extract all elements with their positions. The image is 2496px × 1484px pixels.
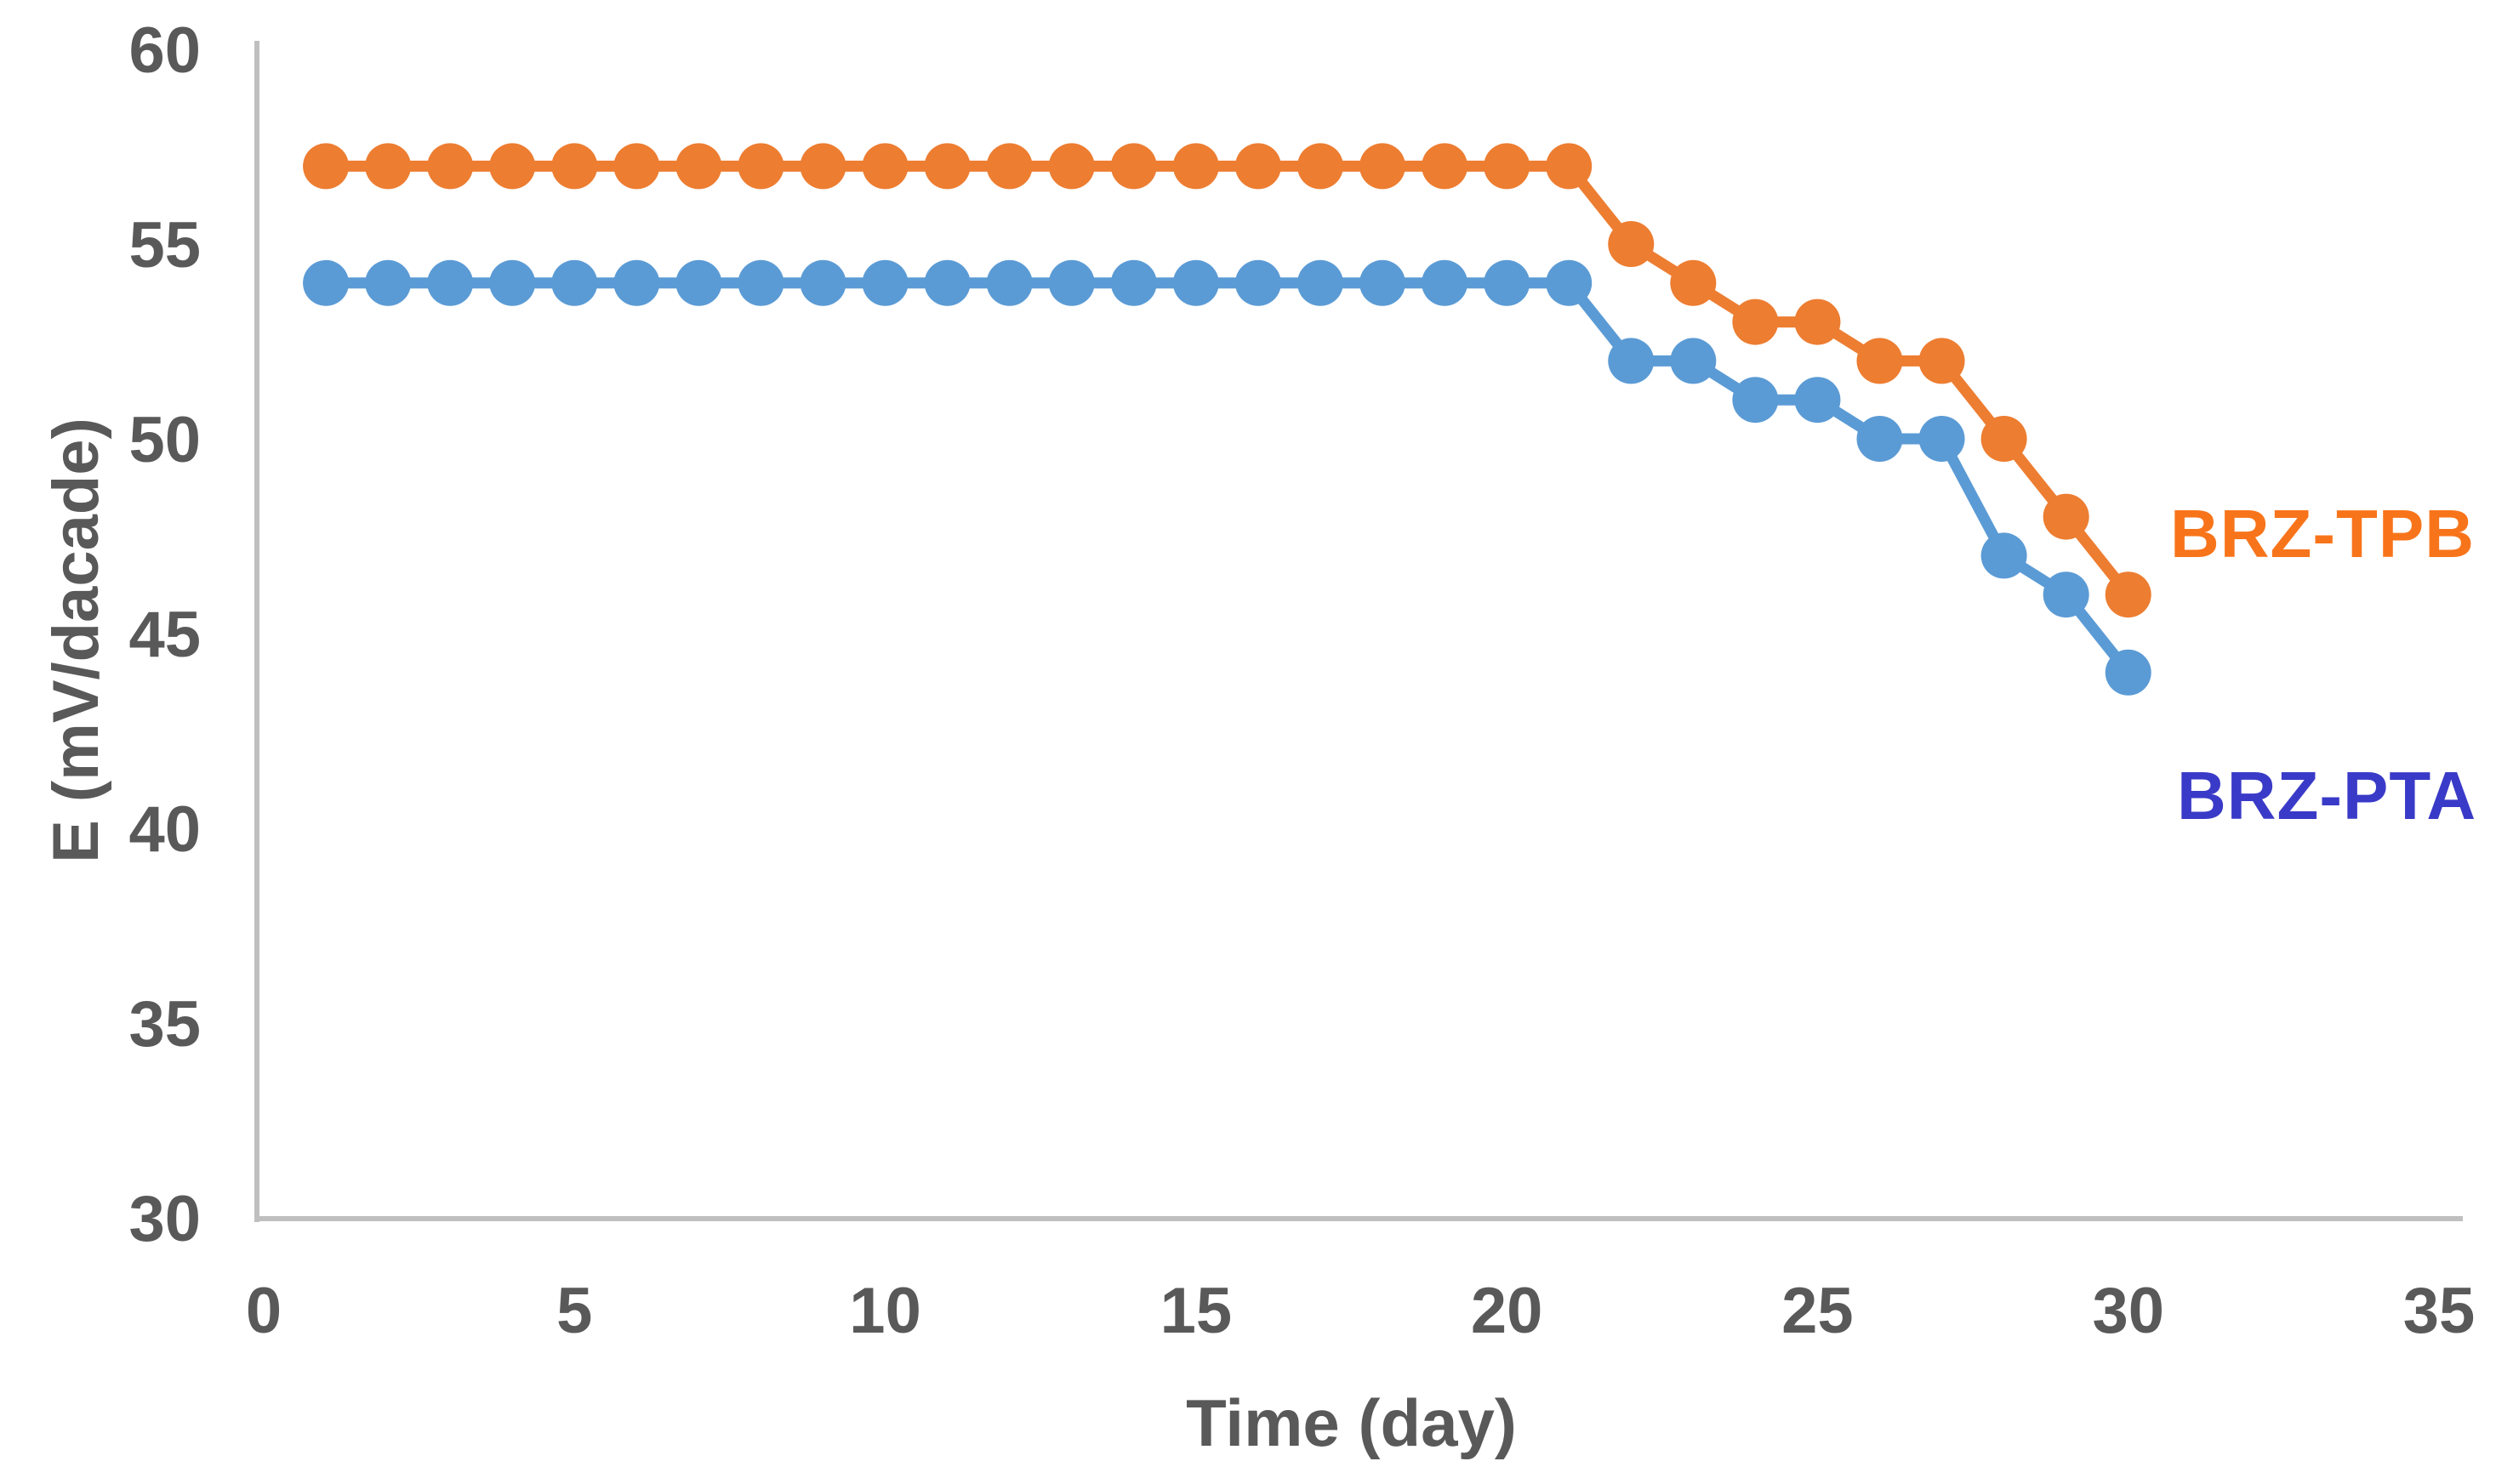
data-point-brz-tpb (1048, 143, 1095, 190)
data-point-brz-tpb (1172, 143, 1219, 190)
y-tick-label: 30 (128, 1183, 201, 1255)
data-point-brz-pta (1918, 416, 1965, 462)
x-tick-label: 10 (849, 1275, 921, 1347)
data-point-brz-pta (1422, 259, 1468, 306)
data-point-brz-tpb (924, 143, 971, 190)
data-point-brz-pta (1296, 259, 1343, 306)
data-point-brz-tpb (1670, 259, 1717, 306)
y-tick-label: 60 (128, 14, 201, 87)
data-point-brz-pta (986, 259, 1033, 306)
data-point-brz-pta (1794, 377, 1841, 424)
data-point-brz-tpb (1856, 338, 1903, 384)
x-tick-label: 25 (1781, 1275, 1854, 1347)
data-point-brz-pta (1856, 416, 1903, 462)
x-tick-label: 15 (1160, 1275, 1233, 1347)
data-point-brz-pta (1172, 259, 1219, 306)
data-point-brz-pta (800, 259, 846, 306)
data-point-brz-tpb (1110, 143, 1157, 190)
data-point-brz-tpb (1422, 143, 1468, 190)
data-point-brz-tpb (427, 143, 474, 190)
x-tick-label: 5 (556, 1275, 592, 1347)
data-point-brz-pta (924, 259, 971, 306)
data-point-brz-tpb (1918, 338, 1965, 384)
data-point-brz-tpb (738, 143, 784, 190)
data-point-brz-tpb (303, 143, 350, 190)
data-point-brz-pta (1359, 259, 1406, 306)
data-point-brz-tpb (489, 143, 536, 190)
series-label-brz-tpb: BRZ-TPB (2170, 496, 2476, 571)
data-point-brz-tpb (551, 143, 598, 190)
data-point-brz-pta (1048, 259, 1095, 306)
data-point-brz-pta (1732, 377, 1779, 424)
data-point-brz-pta (2105, 649, 2151, 696)
data-point-brz-tpb (800, 143, 846, 190)
y-tick-label: 40 (128, 793, 201, 866)
data-point-brz-tpb (2105, 571, 2151, 618)
x-tick-label: 0 (246, 1275, 282, 1347)
data-point-brz-pta (1980, 532, 2027, 579)
data-point-brz-tpb (613, 143, 660, 190)
data-point-brz-tpb (862, 143, 909, 190)
data-point-brz-pta (1670, 338, 1717, 384)
data-point-brz-pta (738, 259, 784, 306)
x-tick-label: 35 (2403, 1275, 2476, 1347)
data-point-brz-tpb (1980, 416, 2027, 462)
x-axis-title: Time (day) (1186, 1385, 1517, 1460)
data-point-brz-tpb (1234, 143, 1281, 190)
data-point-brz-tpb (1359, 143, 1406, 190)
x-tick-label: 30 (2092, 1275, 2164, 1347)
data-point-brz-tpb (2043, 493, 2089, 540)
data-point-brz-pta (365, 259, 412, 306)
data-point-brz-pta (1110, 259, 1157, 306)
y-tick-label: 35 (128, 988, 201, 1060)
data-point-brz-tpb (365, 143, 412, 190)
data-point-brz-pta (427, 259, 474, 306)
x-tick-label: 20 (1471, 1275, 1543, 1347)
series-line-brz-tpb (326, 160, 2133, 599)
data-point-brz-pta (489, 259, 536, 306)
y-tick-label: 45 (128, 599, 201, 671)
data-point-brz-tpb (1484, 143, 1530, 190)
data-point-brz-pta (675, 259, 722, 306)
data-point-brz-pta (551, 259, 598, 306)
data-point-brz-pta (613, 259, 660, 306)
data-point-brz-tpb (1546, 143, 1593, 190)
data-point-brz-pta (862, 259, 909, 306)
data-point-brz-tpb (986, 143, 1033, 190)
data-point-brz-tpb (1296, 143, 1343, 190)
data-point-brz-pta (1234, 259, 1281, 306)
y-tick-label: 55 (128, 209, 201, 281)
y-axis-title: E (mV/dacade) (40, 418, 112, 863)
data-point-brz-pta (1484, 259, 1530, 306)
data-point-brz-tpb (1794, 299, 1841, 345)
y-tick-label: 50 (128, 404, 201, 476)
series-label-brz-pta: BRZ-PTA (2177, 758, 2477, 833)
data-point-brz-tpb (1732, 299, 1779, 345)
data-point-brz-tpb (1608, 221, 1655, 267)
data-point-brz-tpb (675, 143, 722, 190)
data-point-brz-pta (1546, 259, 1593, 306)
data-point-brz-pta (2043, 571, 2089, 618)
data-point-brz-pta (1608, 338, 1655, 384)
data-point-brz-pta (303, 259, 350, 306)
